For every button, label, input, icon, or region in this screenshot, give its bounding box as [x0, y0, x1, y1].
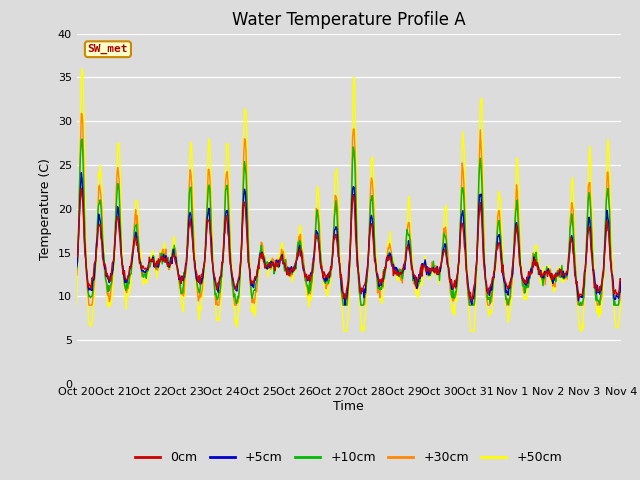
+30cm: [395, 270, 403, 276]
Line: 0cm: 0cm: [77, 189, 621, 300]
0cm: [394, 270, 402, 276]
+50cm: [617, 297, 625, 303]
+50cm: [73, 301, 81, 307]
X-axis label: Time: Time: [333, 399, 364, 412]
+10cm: [342, 302, 349, 308]
+50cm: [216, 301, 224, 307]
+30cm: [568, 204, 576, 210]
+30cm: [194, 292, 202, 298]
+50cm: [340, 328, 348, 334]
+50cm: [395, 273, 403, 279]
Line: +30cm: +30cm: [77, 113, 621, 305]
0cm: [77, 186, 85, 192]
+50cm: [449, 309, 456, 314]
+30cm: [85, 302, 93, 308]
0cm: [617, 276, 625, 282]
+10cm: [216, 286, 224, 292]
+30cm: [77, 110, 85, 116]
+10cm: [568, 217, 576, 223]
Legend: 0cm, +5cm, +10cm, +30cm, +50cm: 0cm, +5cm, +10cm, +30cm, +50cm: [131, 446, 567, 469]
Text: SW_met: SW_met: [88, 44, 128, 54]
+5cm: [216, 275, 224, 280]
+10cm: [340, 302, 348, 308]
+10cm: [617, 277, 625, 283]
+5cm: [342, 293, 349, 299]
+30cm: [73, 272, 81, 278]
+5cm: [73, 264, 81, 269]
Line: +5cm: +5cm: [77, 173, 621, 305]
0cm: [467, 297, 475, 303]
+10cm: [193, 280, 201, 286]
+5cm: [395, 272, 403, 278]
+30cm: [617, 281, 625, 287]
+50cm: [342, 328, 349, 334]
0cm: [73, 254, 81, 260]
+10cm: [395, 267, 403, 273]
0cm: [568, 240, 576, 246]
+10cm: [449, 295, 456, 300]
Y-axis label: Temperature (C): Temperature (C): [39, 158, 52, 260]
+50cm: [193, 288, 201, 294]
0cm: [341, 291, 349, 297]
+5cm: [449, 287, 456, 292]
+30cm: [217, 279, 225, 285]
+10cm: [73, 266, 81, 272]
+10cm: [78, 136, 86, 142]
+5cm: [617, 278, 625, 284]
+5cm: [568, 236, 576, 242]
Line: +10cm: +10cm: [77, 139, 621, 305]
0cm: [448, 277, 456, 283]
+5cm: [341, 302, 349, 308]
0cm: [193, 272, 201, 277]
+5cm: [193, 277, 201, 283]
+30cm: [449, 296, 456, 301]
+50cm: [78, 66, 86, 72]
Line: +50cm: +50cm: [77, 69, 621, 331]
Title: Water Temperature Profile A: Water Temperature Profile A: [232, 11, 466, 29]
0cm: [216, 274, 224, 279]
+30cm: [342, 302, 349, 308]
+5cm: [77, 170, 85, 176]
+50cm: [568, 174, 576, 180]
